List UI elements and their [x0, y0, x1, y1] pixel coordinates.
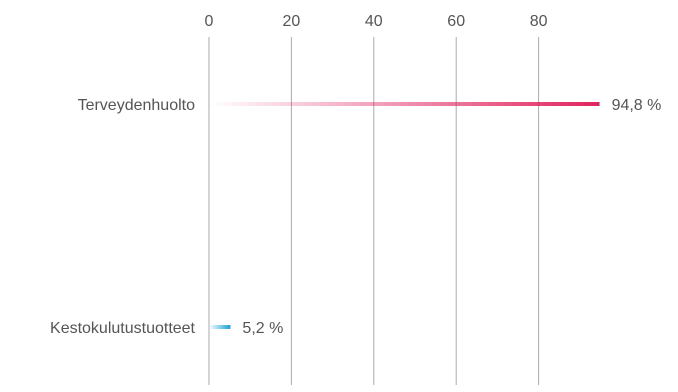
- bar-0: [209, 102, 600, 106]
- labels: Terveydenhuolto 94,8 % Kestokulutustuottee…: [50, 97, 661, 337]
- x-axis-tick-labels: 0 20 40 60 80: [205, 13, 548, 30]
- x-tick-label-80: 80: [530, 13, 548, 30]
- value-label-1: 5,2 %: [242, 320, 283, 337]
- x-tick-label-60: 60: [447, 13, 465, 30]
- x-tick-label-0: 0: [205, 13, 214, 30]
- bar-1: [209, 325, 231, 329]
- x-tick-label-40: 40: [365, 13, 383, 30]
- value-label-0: 94,8 %: [612, 97, 662, 114]
- x-tick-label-20: 20: [283, 13, 301, 30]
- bars: [209, 102, 600, 329]
- category-label-1: Kestokulutustuotteet: [50, 320, 196, 337]
- category-label-0: Terveydenhuolto: [78, 97, 196, 114]
